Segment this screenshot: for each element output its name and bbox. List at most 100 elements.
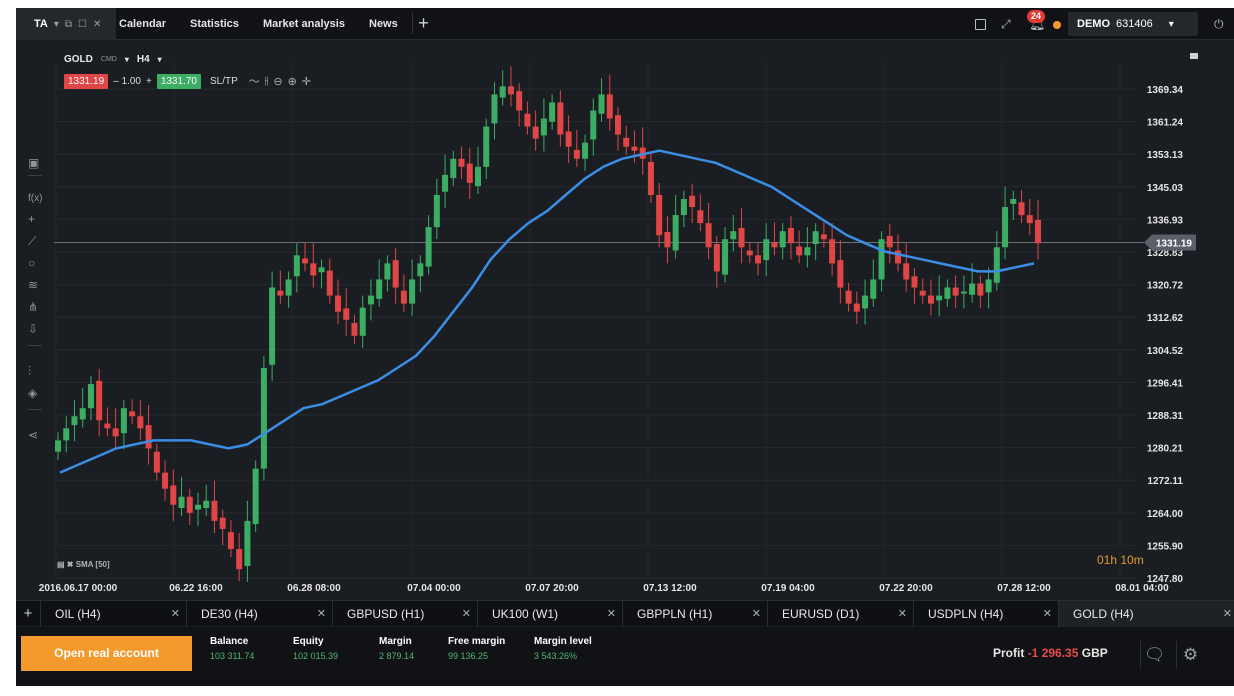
current-price-label: 1331.19 bbox=[1156, 238, 1193, 249]
indicator-icon[interactable]: ⫲ bbox=[264, 74, 269, 87]
status-dot bbox=[1053, 21, 1061, 29]
fullscreen-icon[interactable]: ⤢ bbox=[1001, 16, 1011, 31]
candle-body bbox=[697, 210, 704, 224]
line-tool-icon[interactable]: ⟋ bbox=[28, 234, 37, 248]
candle-body bbox=[63, 428, 70, 441]
y-tick-label: 1288.31 bbox=[1147, 411, 1184, 422]
candle-body bbox=[837, 260, 844, 288]
symbol-tab[interactable]: UK100 (W1) ✕ bbox=[477, 601, 622, 627]
candle-body bbox=[565, 131, 572, 147]
layers-icon[interactable]: ◈ bbox=[28, 386, 38, 400]
add-tab-button[interactable]: + bbox=[412, 12, 434, 34]
symbol-tab[interactable]: GBPUSD (H1) ✕ bbox=[332, 601, 477, 627]
close-icon[interactable]: ✕ bbox=[93, 18, 102, 30]
function-icon[interactable]: f(x) bbox=[28, 193, 43, 204]
candle-body bbox=[1018, 202, 1025, 216]
profit-display: Profit -1 296.35 GBP bbox=[993, 646, 1108, 660]
fibonacci-icon[interactable]: ≋ bbox=[28, 278, 39, 292]
settings-icon[interactable]: ⚙︎ bbox=[1176, 641, 1204, 669]
sell-button[interactable]: 1331.19 bbox=[64, 73, 109, 89]
rectangle-icon[interactable]: ▣ bbox=[28, 156, 40, 170]
symbol-tab[interactable]: USDPLN (H4) ✕ bbox=[913, 601, 1058, 627]
symbol-tab[interactable]: EURUSD (D1) ✕ bbox=[767, 601, 913, 627]
close-icon[interactable]: ✕ bbox=[606, 608, 616, 620]
share-icon[interactable]: ⋖ bbox=[28, 428, 39, 442]
close-icon[interactable]: ✕ bbox=[170, 608, 180, 620]
chevron-down-icon: ▾ bbox=[53, 18, 59, 30]
zoom-out-icon[interactable]: ⊖ bbox=[273, 75, 283, 88]
close-icon[interactable]: ✕ bbox=[316, 608, 326, 620]
detach-icon[interactable]: ⧉ bbox=[64, 18, 73, 30]
candle-body bbox=[1010, 198, 1017, 204]
volume-increase[interactable]: + bbox=[145, 75, 152, 87]
chevron-down-icon[interactable]: ▾ bbox=[157, 55, 162, 64]
candle-body bbox=[623, 137, 630, 147]
candle-body bbox=[598, 94, 605, 114]
line-chart-icon[interactable]: 〜 bbox=[248, 76, 260, 88]
symbol-tab[interactable]: OIL (H4) ✕ bbox=[40, 601, 186, 627]
tab-news[interactable]: News bbox=[369, 8, 398, 40]
symbol-tab[interactable]: GOLD (H4) ✕ bbox=[1058, 601, 1234, 627]
sma-visibility-icon[interactable]: ▤ ✖ bbox=[57, 560, 74, 569]
candle-body bbox=[351, 322, 358, 336]
symbol-tab[interactable]: DE30 (H4) ✕ bbox=[186, 601, 332, 627]
candle-body bbox=[186, 496, 193, 513]
symbol-tabs: + OIL (H4) ✕ DE30 (H4) ✕ GBPUSD (H1) ✕ UK100 (… bbox=[16, 600, 1234, 627]
candle-body bbox=[1026, 215, 1033, 224]
candle-body bbox=[359, 307, 366, 336]
tab-label: Calendar bbox=[119, 18, 167, 30]
window-icon[interactable]: ☐ bbox=[78, 18, 87, 30]
candle-body bbox=[137, 416, 144, 429]
y-tick-label: 1280.21 bbox=[1147, 444, 1184, 455]
close-icon[interactable]: ✕ bbox=[1222, 608, 1232, 620]
price-chart[interactable]: 1369.34 1361.24 1353.13 1345.03 1336.93 1328.… bbox=[16, 41, 1234, 599]
close-icon[interactable]: ✕ bbox=[751, 608, 761, 620]
top-bar: TA ▾ ⧉ ☐ ✕ Calendar Statistics Market an… bbox=[16, 8, 1234, 40]
close-icon[interactable]: ✕ bbox=[461, 608, 471, 620]
circle-icon[interactable]: ○ bbox=[28, 256, 36, 270]
timeframe-selector[interactable]: H4 bbox=[136, 54, 150, 65]
volume-decrease[interactable]: – 1.00 bbox=[113, 75, 141, 87]
symbol-name[interactable]: GOLD bbox=[64, 54, 93, 65]
crosshair-icon[interactable]: + bbox=[28, 212, 36, 226]
tab-calendar[interactable]: Calendar bbox=[119, 8, 166, 40]
arrow-down-icon[interactable]: ⇩ bbox=[28, 322, 39, 336]
trading-app: TA ▾ ⧉ ☐ ✕ Calendar Statistics Market an… bbox=[16, 8, 1234, 686]
candles-icon[interactable]: ⫶ bbox=[28, 364, 32, 378]
candle-body bbox=[153, 451, 160, 473]
open-real-account-button[interactable]: Open real account bbox=[21, 636, 192, 671]
zoom-in-icon[interactable]: ⊕ bbox=[287, 75, 297, 88]
tab-market-analysis[interactable]: Market analysis bbox=[263, 8, 345, 40]
candle-body bbox=[376, 279, 383, 299]
symbol-tab-label: USDPLN (H4) bbox=[928, 607, 1004, 621]
candle-body bbox=[590, 110, 597, 140]
candle-body bbox=[1002, 207, 1009, 248]
tab-statistics[interactable]: Statistics bbox=[190, 8, 239, 40]
sltp-button[interactable]: SL/TP bbox=[209, 75, 238, 87]
stat-label: Margin bbox=[379, 636, 412, 647]
layout-icon[interactable] bbox=[975, 8, 986, 40]
power-icon[interactable]: ⏻ bbox=[1214, 16, 1224, 31]
chat-icon[interactable]: 🗨︎ bbox=[1140, 641, 1168, 669]
close-icon[interactable]: ✕ bbox=[1042, 608, 1052, 620]
add-symbol-button[interactable]: + bbox=[23, 605, 33, 622]
x-tick-label: 06.28 08:00 bbox=[287, 583, 341, 594]
close-icon[interactable]: ✕ bbox=[897, 608, 907, 620]
candle-body bbox=[722, 239, 729, 275]
chevron-down-icon[interactable]: ▾ bbox=[124, 55, 129, 64]
buy-button[interactable]: 1331.70 bbox=[156, 73, 201, 89]
pitchfork-icon[interactable]: ⋔ bbox=[28, 300, 39, 314]
crosshair-icon[interactable]: ✛ bbox=[301, 75, 311, 88]
candle-body bbox=[87, 384, 94, 409]
x-tick-label: 07.07 20:00 bbox=[525, 583, 579, 594]
chart-area[interactable]: 1369.34 1361.24 1353.13 1345.03 1336.93 1328.… bbox=[16, 41, 1234, 599]
account-selector[interactable]: DEMO 631406 ▾ bbox=[1068, 12, 1198, 36]
x-tick-label: 06.22 16:00 bbox=[169, 583, 223, 594]
sma-legend[interactable]: ▤ ✖ SMA [50] bbox=[57, 560, 110, 569]
x-tick-label: 2016.06.17 00:00 bbox=[39, 583, 118, 594]
candle-body bbox=[845, 290, 852, 304]
account-stat: Margin 2 879.14 bbox=[379, 636, 414, 661]
ta-menu[interactable]: TA ▾ ⧉ ☐ ✕ bbox=[16, 8, 116, 40]
symbol-tab[interactable]: GBPPLN (H1) ✕ bbox=[622, 601, 767, 627]
candle-body bbox=[853, 303, 860, 312]
